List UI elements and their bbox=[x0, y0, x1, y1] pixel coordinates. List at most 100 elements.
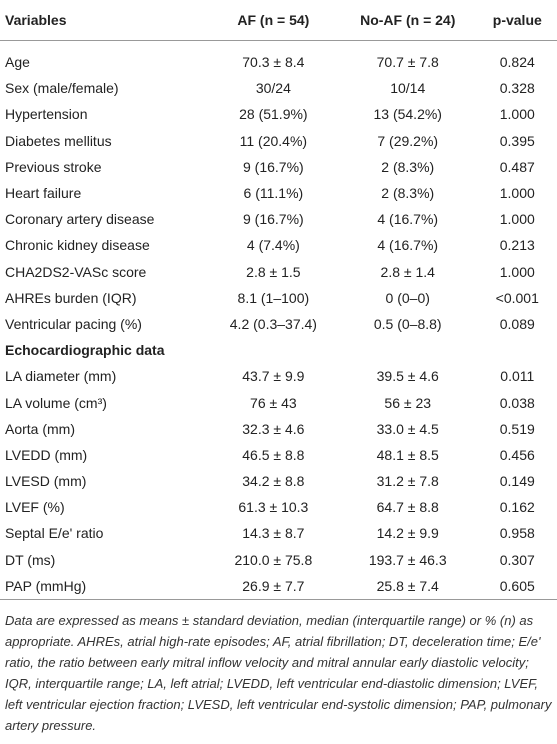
cell: 2 (8.3%) bbox=[381, 158, 435, 175]
cell: 10/14 bbox=[390, 80, 426, 97]
footnote: Data are expressed as means ± standard d… bbox=[5, 612, 552, 733]
cell: 32.3 ± 4.6 bbox=[242, 420, 305, 437]
row-label: LA diameter (mm) bbox=[5, 368, 117, 385]
data-table: Variables AF (n = 54) No-AF (n = 24) p-valu… bbox=[0, 0, 557, 600]
table-row: AHREs burden (IQR) 8.1 (1–100) 0 (0–0) <0.0… bbox=[0, 285, 557, 311]
table-row: Heart failure 6 (11.1%) 2 (8.3%) 1.000 bbox=[0, 180, 557, 206]
row-label: AHREs burden (IQR) bbox=[5, 289, 137, 306]
cell: 39.5 ± 4.6 bbox=[376, 368, 439, 385]
cell: 6 (11.1%) bbox=[243, 185, 304, 202]
cell: 30/24 bbox=[255, 80, 291, 97]
row-label: Chronic kidney disease bbox=[5, 237, 150, 254]
row-label: LA volume (cm³) bbox=[5, 394, 107, 411]
table-row: CHA2DS2-VASc score 2.8 ± 1.5 2.8 ± 1.4 1.00… bbox=[0, 259, 557, 285]
table-row: Aorta (mm) 32.3 ± 4.6 33.0 ± 4.5 0.519 bbox=[0, 416, 557, 442]
cell: 4 (16.7%) bbox=[377, 237, 439, 254]
cell: 26.9 ± 7.7 bbox=[208, 572, 338, 600]
cell: 25.8 ± 7.4 bbox=[337, 572, 478, 600]
cell: 76 ± 43 bbox=[250, 394, 297, 411]
header-row: Variables AF (n = 54) No-AF (n = 24) p-valu… bbox=[0, 0, 557, 41]
cell: 34.2 ± 8.8 bbox=[242, 473, 305, 490]
row-label: Hypertension bbox=[5, 106, 88, 123]
cell: 64.7 ± 8.8 bbox=[376, 499, 439, 516]
cell: 2 (8.3%) bbox=[381, 185, 435, 202]
row-label: LVEDD (mm) bbox=[5, 446, 88, 463]
cell: 14.2 ± 9.9 bbox=[376, 525, 439, 542]
cell: 0.149 bbox=[499, 473, 535, 490]
cell: 43.7 ± 9.9 bbox=[242, 368, 305, 385]
table-row: Sex (male/female) 30/24 10/14 0.328 bbox=[0, 75, 557, 101]
header-cell: No-AF (n = 24) bbox=[337, 0, 478, 41]
table-row: Previous stroke 9 (16.7%) 2 (8.3%) 0.487 bbox=[0, 154, 557, 180]
cell: 31.2 ± 7.8 bbox=[376, 473, 439, 490]
cell: 1.000 bbox=[499, 185, 535, 202]
table-row: LVEDD (mm) 46.5 ± 8.8 48.1 ± 8.5 0.456 bbox=[0, 442, 557, 468]
table-row: Diabetes mellitus 11 (20.4%) 7 (29.2%) 0.39… bbox=[0, 128, 557, 154]
table-row: LA diameter (mm) 43.7 ± 9.9 39.5 ± 4.6 0.01… bbox=[0, 363, 557, 389]
cell: 193.7 ± 46.3 bbox=[368, 551, 447, 568]
cell: 14.3 ± 8.7 bbox=[242, 525, 305, 542]
cell: 33.0 ± 4.5 bbox=[376, 420, 439, 437]
cell: 0.213 bbox=[499, 237, 535, 254]
row-label: LVESD (mm) bbox=[5, 473, 87, 490]
cell: 46.5 ± 8.8 bbox=[242, 446, 305, 463]
row-label: Previous stroke bbox=[5, 158, 102, 175]
cell: 2.8 ± 1.5 bbox=[246, 263, 301, 280]
cell: 0.089 bbox=[499, 315, 535, 332]
cell: 0.162 bbox=[499, 499, 535, 516]
row-label: LVEF (%) bbox=[5, 499, 65, 516]
row-label: Coronary artery disease bbox=[5, 211, 155, 228]
cell: 0.395 bbox=[499, 132, 535, 149]
cell: 4.2 (0.3–37.4) bbox=[229, 315, 317, 332]
cell: 61.3 ± 10.3 bbox=[238, 499, 309, 516]
table-row: Age 70.3 ± 8.4 70.7 ± 7.8 0.824 bbox=[0, 41, 557, 76]
cell: 0.487 bbox=[499, 158, 535, 175]
cell: 0 (0–0) bbox=[385, 289, 430, 306]
cell: 7 (29.2%) bbox=[377, 132, 439, 149]
row-label: Ventricular pacing (%) bbox=[5, 315, 142, 332]
cell: 70.7 ± 7.8 bbox=[376, 54, 439, 71]
row-label: Sex (male/female) bbox=[5, 80, 119, 97]
cell: 1.000 bbox=[499, 263, 535, 280]
cell: 1.000 bbox=[499, 211, 535, 228]
cell: 0.824 bbox=[499, 54, 535, 71]
section-row: Echocardiographic data bbox=[0, 337, 557, 363]
cell: 2.8 ± 1.4 bbox=[380, 263, 435, 280]
cell: 11 (20.4%) bbox=[239, 132, 308, 149]
table-row: LVESD (mm) 34.2 ± 8.8 31.2 ± 7.8 0.149 bbox=[0, 468, 557, 494]
cell: 0.5 (0–8.8) bbox=[373, 315, 442, 332]
row-label: Aorta (mm) bbox=[5, 420, 75, 437]
cell: 13 (54.2%) bbox=[373, 106, 442, 123]
cell: 0.307 bbox=[499, 551, 535, 568]
cell: 0.456 bbox=[499, 446, 535, 463]
cell: 9 (16.7%) bbox=[243, 158, 304, 175]
table-row: Coronary artery disease 9 (16.7%) 4 (16.7%… bbox=[0, 206, 557, 232]
cell: 0.328 bbox=[499, 80, 535, 97]
row-label: Septal E/e' ratio bbox=[5, 525, 104, 542]
cell: 0.958 bbox=[499, 525, 535, 542]
row-label: CHA2DS2-VASc score bbox=[5, 263, 147, 280]
table-row: PAP (mmHg) 26.9 ± 7.7 25.8 ± 7.4 0.605 bbox=[0, 572, 557, 600]
cell: 0.605 bbox=[477, 572, 557, 600]
cell: 56 ± 23 bbox=[384, 394, 432, 411]
cell: 0.519 bbox=[499, 420, 535, 437]
section-title: Echocardiographic data bbox=[5, 342, 165, 359]
cell: 8.1 (1–100) bbox=[237, 289, 310, 306]
cell: 0.038 bbox=[499, 394, 535, 411]
cell: 4 (16.7%) bbox=[377, 211, 439, 228]
row-label: DT (ms) bbox=[5, 551, 56, 568]
table-row: Chronic kidney disease 4 (7.4%) 4 (16.7%) 0… bbox=[0, 232, 557, 258]
table-row: LVEF (%) 61.3 ± 10.3 64.7 ± 8.8 0.162 bbox=[0, 494, 557, 520]
cell: 0.011 bbox=[500, 368, 535, 385]
row-label: Heart failure bbox=[5, 185, 82, 202]
cell: 70.3 ± 8.4 bbox=[242, 54, 305, 71]
header-cell: Variables bbox=[0, 0, 209, 41]
table-row: Ventricular pacing (%) 4.2 (0.3–37.4) 0.5 … bbox=[0, 311, 557, 337]
table-row: Hypertension 28 (51.9%) 13 (54.2%) 1.000 bbox=[0, 101, 557, 127]
table-row: Septal E/e' ratio 14.3 ± 8.7 14.2 ± 9.9 0.9… bbox=[0, 520, 557, 546]
table-row: DT (ms) 210.0 ± 75.8 193.7 ± 46.3 0.307 bbox=[0, 547, 557, 573]
row-label: Diabetes mellitus bbox=[5, 132, 112, 149]
cell: 28 (51.9%) bbox=[239, 106, 308, 123]
cell: 9 (16.7%) bbox=[243, 211, 304, 228]
